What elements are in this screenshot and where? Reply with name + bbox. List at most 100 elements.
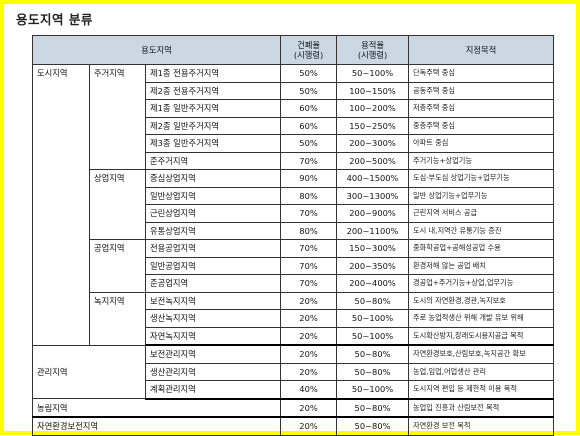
far-value: 50~80% (336, 291, 410, 310)
table-row: 일반상업지역 80% 300~1300% 일반 상업기능+업무기능 (33, 186, 555, 205)
table-row: 관리지역 보전관리지역 20% 50~80% 자연환경보호,산림보호,녹지공간 … (32, 344, 555, 399)
page-title: 용도지역 분류 (16, 12, 93, 27)
far-value: 200~400% (336, 274, 410, 293)
bcr-value: 20% (280, 398, 338, 418)
purpose-text: 농업입 진흥과 산림보전 목적 (408, 398, 555, 418)
zone-name: 준주거지역 (144, 151, 282, 170)
group-conservation: 자연환경보전지역 (31, 416, 282, 436)
bcr-value: 20% (280, 362, 338, 381)
far-value: 200~1100% (336, 221, 410, 240)
zone-name: 제2종 일반주거지역 (144, 116, 282, 135)
table-row: 제2종 일반주거지역 60% 150~250% 중층주택 중심 (33, 116, 555, 135)
far-value: 50~80% (336, 362, 410, 381)
far-value: 400~1500% (336, 169, 410, 188)
far-value: 50~100% (336, 309, 410, 328)
purpose-text: 자연환경보호,산림보호,녹지공간 확보 (408, 344, 555, 364)
purpose-text: 저층주택 중심 (408, 99, 555, 118)
bcr-value: 70% (280, 239, 338, 258)
bcr-value: 80% (280, 221, 338, 240)
group-commercial: 상업지역 (89, 169, 146, 240)
purpose-text: 주거기능+상업기능 (408, 151, 555, 170)
group-urban: 도시지역 (32, 64, 90, 346)
table-row: 근린상업지역 70% 200~900% 근린지역 서비스 공급 (33, 204, 555, 223)
zone-name: 보전녹지지역 (144, 291, 282, 310)
bcr-value: 80% (280, 186, 338, 205)
zone-name: 생산관리지역 (144, 362, 282, 381)
purpose-text: 도시 내,지역간 유통기능 증진 (408, 221, 555, 240)
table-row: 자연녹지지역 20% 50~100% 도시확산방지,장래도시용지공급 목적 (33, 326, 555, 346)
table-row: 제2종 전용주거지역 50% 100~150% 공동주택 중심 (33, 81, 555, 100)
purpose-text: 도심·부도심 상업기능+업무기능 (408, 169, 555, 188)
zone-name: 제1종 전용주거지역 (144, 64, 282, 83)
bcr-value: 70% (280, 256, 338, 275)
zone-name: 일반상업지역 (144, 186, 282, 205)
far-value: 50~80% (336, 344, 410, 364)
bcr-value: 50% (280, 64, 338, 83)
table-row: 유통상업지역 80% 200~1100% 도시 내,지역간 유통기능 증진 (33, 221, 555, 240)
zone-name: 일반공업지역 (144, 256, 282, 275)
bcr-value: 70% (280, 204, 338, 223)
bcr-value: 50% (280, 81, 338, 100)
zone-name: 제3종 일반주거지역 (144, 134, 282, 153)
far-value: 50~80% (336, 416, 410, 436)
bcr-value: 40% (280, 380, 338, 400)
bcr-value: 20% (280, 291, 338, 310)
purpose-text: 공동주택 중심 (408, 81, 555, 100)
bcr-value: 70% (280, 274, 338, 293)
purpose-text: 근린지역 서비스 공급 (408, 204, 555, 223)
far-value: 200~300% (336, 134, 410, 153)
purpose-text: 주로 농업적생산 위해 개발 유보 위해 (408, 309, 555, 328)
far-value: 200~900% (336, 204, 410, 223)
purpose-text: 일반 상업기능+업무기능 (408, 186, 555, 205)
purpose-text: 자연환경 보전 목적 (408, 416, 555, 436)
purpose-text: 환경저해 않는 공업 배치 (408, 256, 555, 275)
table-row: 계획관리지역 40% 50~100% 도시지역 편입 등 제한적 이용 목적 (33, 380, 555, 400)
header-bcr: 건폐율 (시행령) (280, 35, 338, 65)
far-value: 50~100% (336, 64, 410, 83)
table-row: 자연환경보전지역 20% 50~80% 자연환경 보전 목적 (31, 416, 555, 436)
purpose-text: 경공업+주거기능+상업,업무기능 (408, 274, 555, 293)
zone-name: 중심상업지역 (144, 169, 282, 188)
far-value: 100~200% (336, 99, 410, 118)
table-row: 녹지지역 보전녹지지역 20% 50~80% 도시의 자연환경,경관,녹지보호 (33, 291, 555, 346)
header-far: 용적율 (시행령) (336, 35, 410, 65)
bcr-value: 20% (280, 344, 338, 364)
group-green: 녹지지역 (89, 291, 146, 346)
far-value: 200~500% (336, 151, 410, 170)
zone-name: 계획관리지역 (144, 380, 282, 400)
far-value: 50~100% (336, 380, 410, 400)
zone-name: 전용공업지역 (144, 239, 282, 258)
zone-name: 제1종 일반주거지역 (144, 99, 282, 118)
table-header-row: 용도지역 건폐율 (시행령) 용적율 (시행령) 지정목적 (31, 35, 555, 65)
purpose-text: 농업,임업,어업생산 관리 (408, 362, 555, 381)
bcr-value: 90% (280, 169, 338, 188)
group-management: 관리지역 (32, 344, 146, 399)
far-value: 150~250% (336, 116, 410, 135)
zone-name: 생산녹지지역 (144, 309, 282, 328)
table-row: 도시지역 주거지역 제1종 전용주거지역 50% 50~100% 단독주택 중심 (32, 64, 555, 346)
far-value: 150~300% (336, 239, 410, 258)
bcr-value: 60% (280, 99, 338, 118)
purpose-text: 도시지역 편입 등 제한적 이용 목적 (408, 380, 555, 400)
table-row: 제1종 일반주거지역 60% 100~200% 저층주택 중심 (33, 99, 555, 118)
purpose-text: 중화학공업+공해성공업 수용 (408, 239, 555, 258)
bcr-value: 20% (280, 309, 338, 328)
far-value: 100~150% (336, 81, 410, 100)
group-agricultural: 농림지역 (31, 398, 282, 418)
bcr-value: 60% (280, 116, 338, 135)
far-value: 300~1300% (336, 186, 410, 205)
table-row: 준공업지역 70% 200~400% 경공업+주거기능+상업,업무기능 (33, 274, 555, 293)
purpose-text: 도시확산방지,장래도시용지공급 목적 (408, 326, 555, 346)
table-row: 공업지역 전용공업지역 70% 150~300% 중화학공업+공해성공업 수용 (33, 239, 555, 293)
far-value: 50~80% (336, 398, 410, 418)
zone-name: 제2종 전용주거지역 (144, 81, 282, 100)
zone-name: 자연녹지지역 (144, 326, 282, 346)
group-industrial: 공업지역 (89, 239, 146, 293)
zone-name: 준공업지역 (144, 274, 282, 293)
header-purpose: 지정목적 (408, 35, 555, 65)
bcr-value: 70% (280, 151, 338, 170)
header-zone: 용도지역 (31, 35, 282, 65)
far-value: 200~350% (336, 256, 410, 275)
bcr-value: 20% (280, 326, 338, 346)
